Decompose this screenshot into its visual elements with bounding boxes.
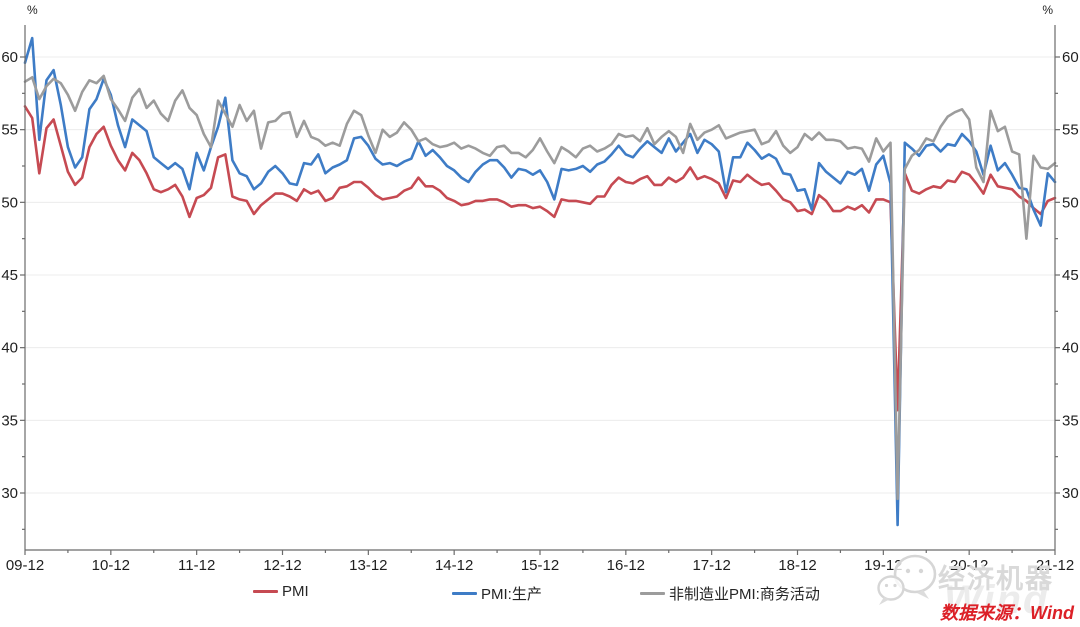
x-axis-tick-label: 11-12 bbox=[178, 557, 215, 574]
x-axis-tick-label: 15-12 bbox=[521, 557, 559, 574]
y-axis-tick-label-right: 45 bbox=[1062, 267, 1079, 284]
y-axis-tick-label-left: 35 bbox=[1, 412, 18, 429]
y-axis-tick-label-right: 60 bbox=[1062, 49, 1079, 66]
x-axis-tick-label: 13-12 bbox=[349, 557, 387, 574]
y-axis-unit-left: % bbox=[27, 3, 38, 17]
legend-item-non-manufacturing[interactable]: 非制造业PMI:商务活动 bbox=[640, 583, 820, 604]
y-axis-tick-label-left: 50 bbox=[1, 194, 18, 211]
y-axis-tick-label-right: 55 bbox=[1062, 122, 1079, 139]
y-axis-tick-label-left: 55 bbox=[1, 122, 18, 139]
x-axis-tick-label: 16-12 bbox=[607, 557, 645, 574]
y-axis-tick-label-left: 40 bbox=[1, 340, 18, 357]
chart-legend: PMI PMI:生产 非制造业PMI:商务活动 bbox=[0, 583, 1080, 603]
y-axis-tick-label-left: 60 bbox=[1, 49, 18, 66]
y-axis-tick-label-right: 50 bbox=[1062, 194, 1079, 211]
legend-label-pmi: PMI bbox=[282, 583, 309, 600]
legend-item-pmi-production[interactable]: PMI:生产 bbox=[452, 583, 542, 604]
series-line-0 bbox=[23, 105, 1057, 412]
x-axis-tick-label: 18-12 bbox=[778, 557, 816, 574]
x-axis-tick-label: 20-12 bbox=[950, 557, 988, 574]
legend-item-pmi[interactable]: PMI bbox=[253, 583, 309, 600]
legend-label-pmi-production: PMI:生产 bbox=[481, 586, 542, 603]
x-axis-tick-label: 21-12 bbox=[1036, 557, 1074, 574]
x-axis-tick-label: 09-12 bbox=[6, 557, 44, 574]
legend-swatch-pmi-production bbox=[452, 592, 477, 595]
x-axis-tick-label: 10-12 bbox=[92, 557, 130, 574]
y-axis-tick-label-left: 30 bbox=[1, 485, 18, 502]
x-axis-tick-label: 17-12 bbox=[692, 557, 730, 574]
x-axis-tick-label: 19-12 bbox=[864, 557, 902, 574]
series-line-2 bbox=[23, 74, 1057, 501]
legend-swatch-pmi bbox=[253, 590, 278, 593]
y-axis-tick-label-right: 30 bbox=[1062, 485, 1079, 502]
data-source: 数据来源：Wind bbox=[940, 603, 1074, 623]
x-axis-tick-label: 14-12 bbox=[435, 557, 473, 574]
y-axis-tick-label-right: 40 bbox=[1062, 340, 1079, 357]
x-axis-tick-label: 12-12 bbox=[263, 557, 301, 574]
y-axis-unit-right: % bbox=[1042, 3, 1053, 17]
legend-label-non-manufacturing: 非制造业PMI:商务活动 bbox=[669, 586, 820, 603]
legend-swatch-non-manufacturing bbox=[640, 592, 665, 595]
series-line-1 bbox=[23, 36, 1057, 527]
y-axis-tick-label-right: 35 bbox=[1062, 412, 1079, 429]
y-axis-tick-label-left: 45 bbox=[1, 267, 18, 284]
